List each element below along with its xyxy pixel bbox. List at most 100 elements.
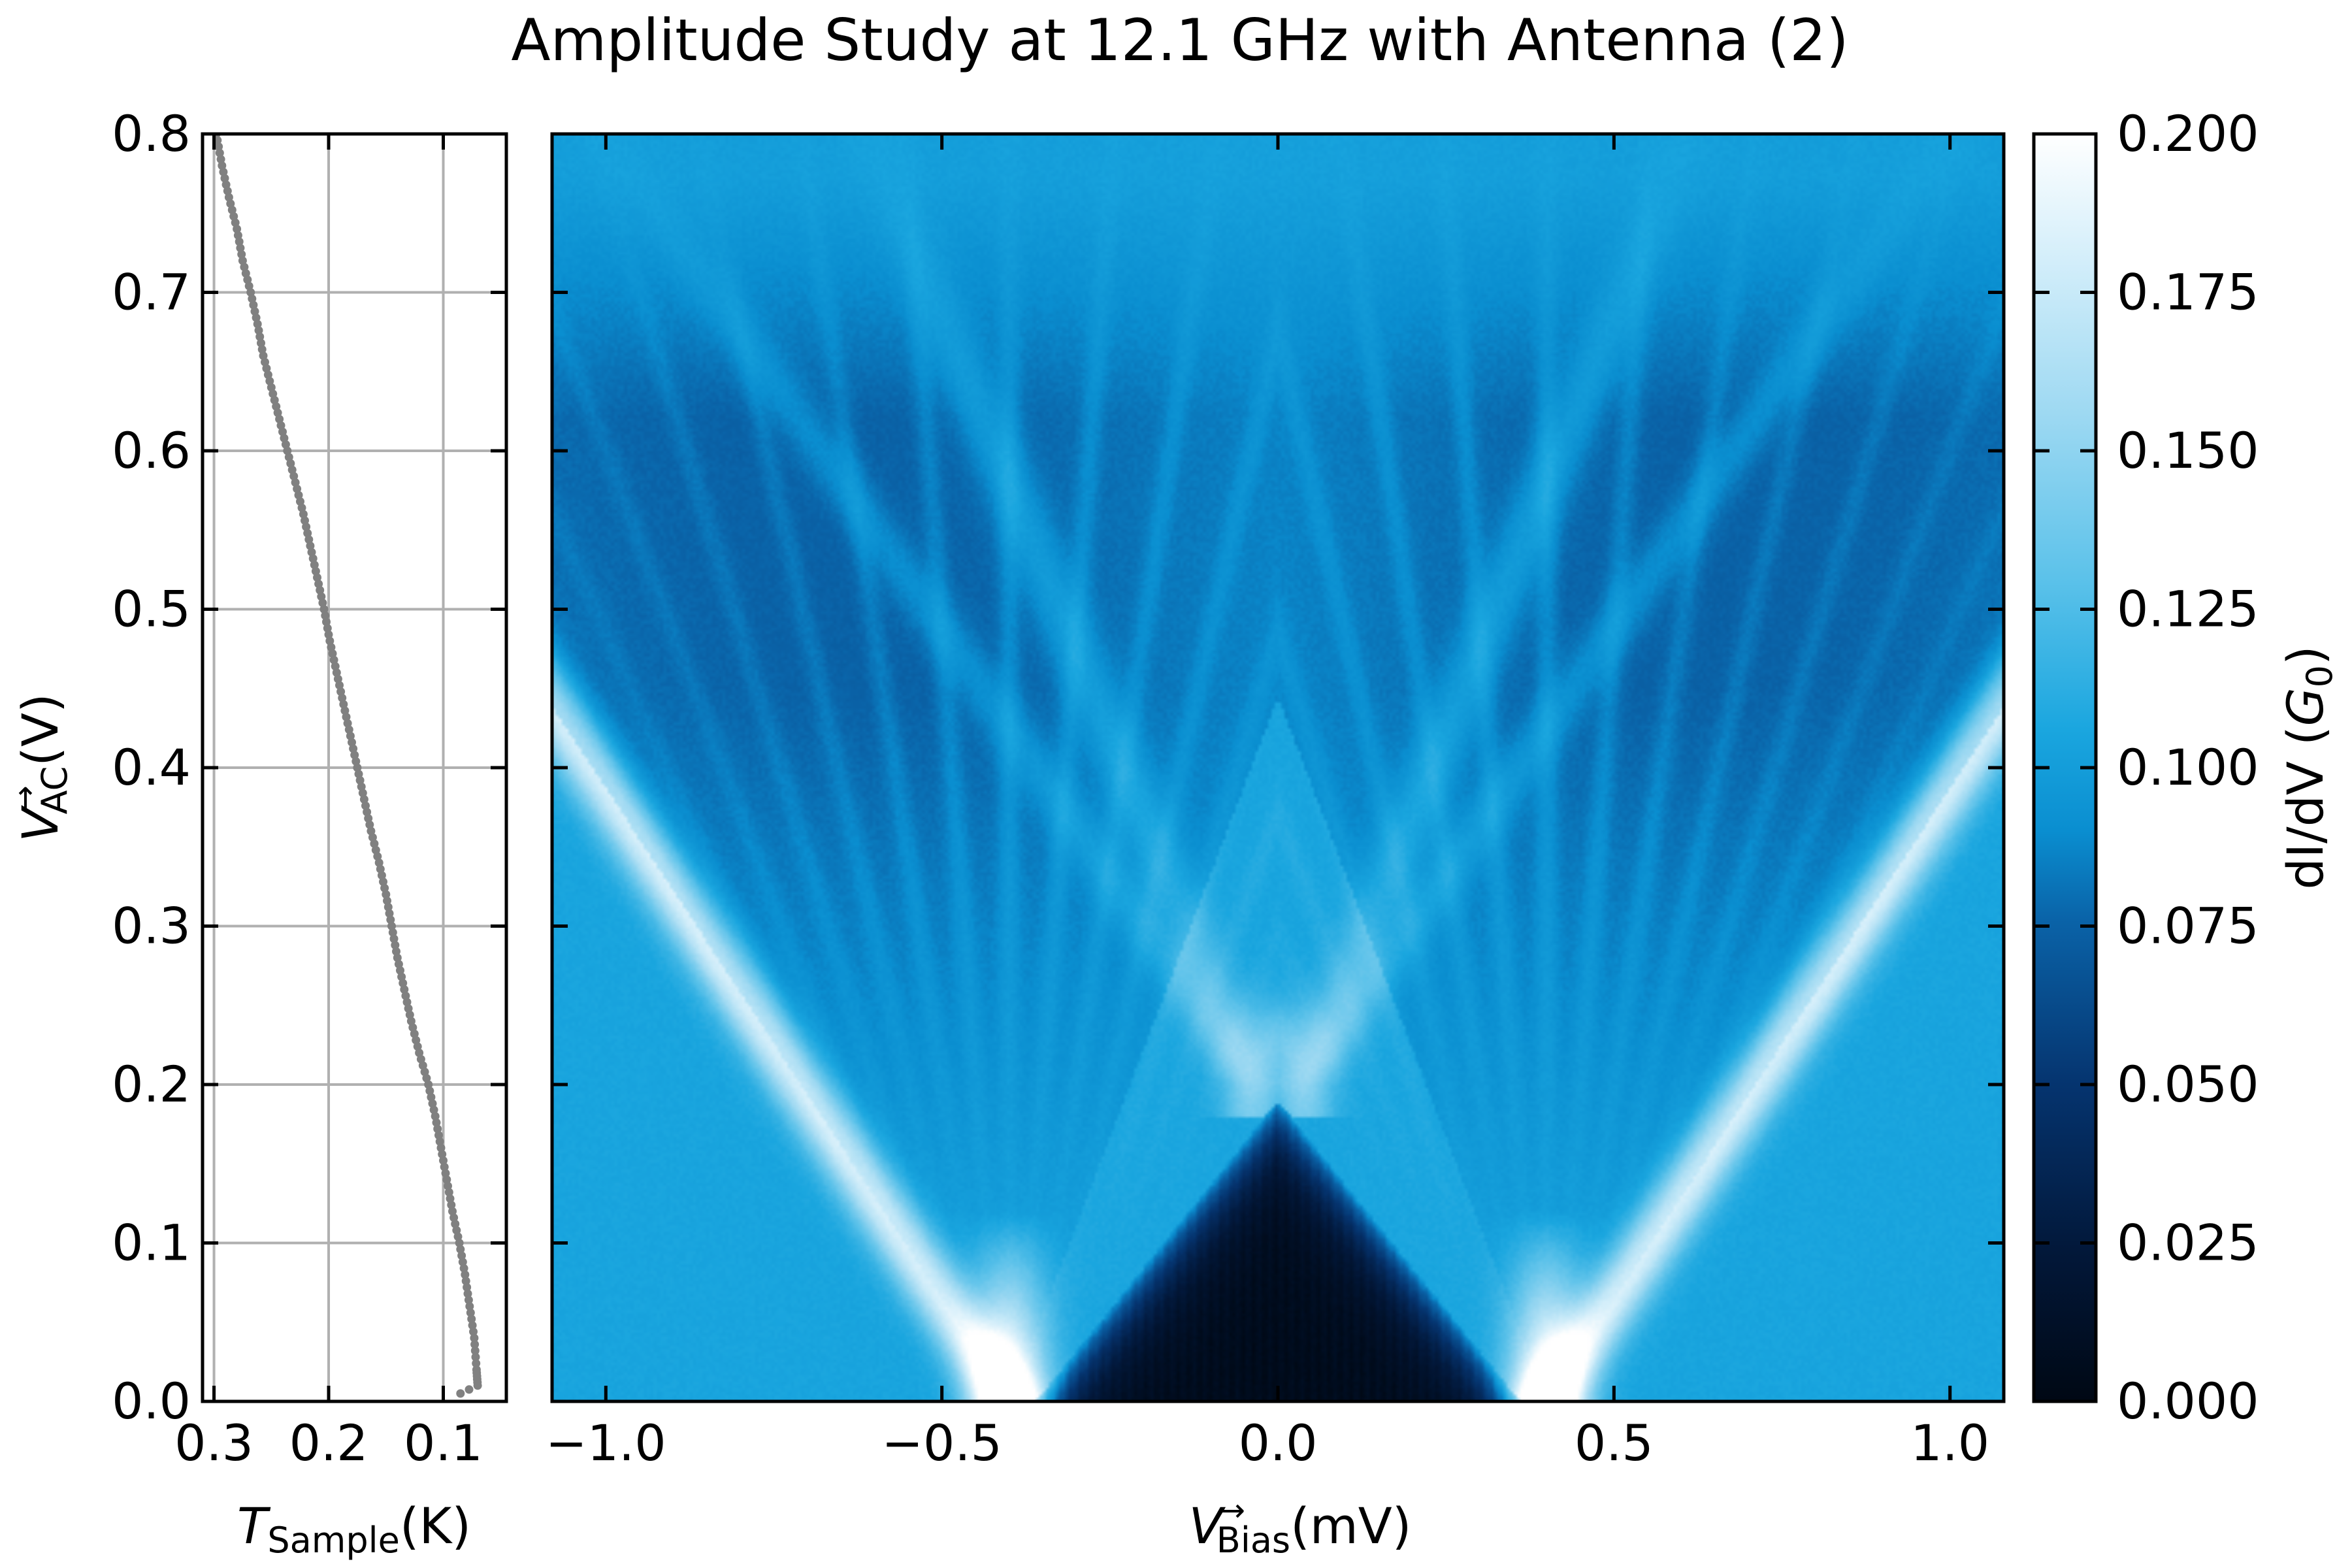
temperature-point xyxy=(473,1381,482,1390)
temperature-point xyxy=(343,719,352,728)
temperature-ytick-label: 0.5 xyxy=(112,580,191,638)
temperature-point xyxy=(278,427,287,436)
temperature-point xyxy=(231,218,240,227)
temperature-point xyxy=(336,687,346,696)
temperature-point xyxy=(370,839,379,848)
temperature-point xyxy=(466,1308,475,1317)
temperature-point xyxy=(359,795,368,804)
temperature-point xyxy=(223,186,232,195)
temperature-point xyxy=(314,580,323,589)
temperature-point xyxy=(383,896,391,906)
temperature-point xyxy=(311,566,320,576)
temperature-point xyxy=(221,180,231,189)
heatmap-x-label-arrow: → xyxy=(1219,1492,1245,1529)
temperature-point xyxy=(374,858,384,867)
temperature-point xyxy=(392,947,400,956)
temperature-point xyxy=(439,1156,448,1165)
temperature-point xyxy=(357,782,366,791)
temperature-ytick-label: 0.6 xyxy=(112,421,191,480)
temperature-point xyxy=(333,674,342,683)
temperature-xtick-label: 0.2 xyxy=(289,1414,368,1472)
temperature-point xyxy=(219,167,228,176)
temperature-point xyxy=(307,547,316,557)
temperature-point xyxy=(329,655,338,664)
temperature-ytick-label: 0.7 xyxy=(112,263,191,321)
temperature-point xyxy=(243,275,252,284)
temperature-y-label: V→AC(V) xyxy=(7,693,75,841)
temperature-point xyxy=(465,1385,474,1394)
temperature-point xyxy=(431,1112,440,1120)
temperature-point xyxy=(321,611,330,620)
temperature-point xyxy=(313,573,321,582)
temperature-point xyxy=(365,820,374,829)
temperature-point xyxy=(446,1194,455,1203)
temperature-point xyxy=(286,459,295,468)
temperature-point xyxy=(393,953,402,962)
temperature-point xyxy=(344,725,353,734)
temperature-point xyxy=(316,585,325,595)
temperature-point xyxy=(394,960,403,969)
temperature-point xyxy=(233,231,242,240)
temperature-point xyxy=(293,484,302,493)
temperature-point xyxy=(302,522,311,531)
temperature-point xyxy=(354,770,363,779)
temperature-point xyxy=(317,592,326,601)
temperature-ytick-label: 0.3 xyxy=(112,897,191,955)
temperature-point xyxy=(339,700,348,709)
temperature-point xyxy=(353,763,362,772)
temperature-panel: 0.0 0.1 0.2 0.3 0.4 0.5 0.6 0.7 0.8 0.3 0.2 0.1 TSa… xyxy=(7,105,508,1561)
temperature-point xyxy=(468,1321,477,1330)
colorbar-tick-label: 0.075 xyxy=(2117,897,2259,955)
temperature-point xyxy=(255,332,265,341)
temperature-point xyxy=(303,529,312,538)
temperature-point xyxy=(253,319,262,329)
temperature-x-label-var: T xyxy=(237,1497,271,1555)
temperature-point xyxy=(470,1333,479,1343)
temperature-point xyxy=(218,161,227,170)
temperature-point xyxy=(250,307,259,316)
temperature-ticks: 0.0 0.1 0.2 0.3 0.4 0.5 0.6 0.7 0.8 0.3 0.2 0.1 xyxy=(112,105,506,1472)
temperature-point xyxy=(461,1270,470,1279)
temperature-y-label-var: V xyxy=(11,805,69,842)
temperature-point xyxy=(236,244,245,253)
temperature-point xyxy=(384,902,393,911)
temperature-point xyxy=(472,1359,481,1368)
temperature-point xyxy=(465,1302,474,1311)
temperature-point xyxy=(452,1226,461,1235)
colorbar-tick-label: 0.150 xyxy=(2117,421,2259,480)
temperature-point xyxy=(304,535,314,544)
temperature-point xyxy=(233,225,242,233)
temperature-y-label-arrow: → xyxy=(7,785,43,811)
temperature-point xyxy=(410,1029,419,1038)
temperature-point xyxy=(438,1150,447,1159)
temperature-point xyxy=(322,617,331,627)
temperature-point xyxy=(424,1080,433,1089)
heatmap-x-label-var: V xyxy=(1189,1497,1226,1555)
colorbar-ticks: 0.000 0.025 0.050 0.075 0.100 0.125 0.150 0.175… xyxy=(2034,105,2259,1430)
temperature-point xyxy=(325,636,335,645)
temperature-point xyxy=(351,757,361,766)
temperature-point xyxy=(458,1258,467,1267)
temperature-point xyxy=(220,174,229,183)
temperature-point xyxy=(306,542,315,550)
temperature-point xyxy=(470,1340,480,1349)
temperature-point xyxy=(299,510,308,519)
temperature-point xyxy=(377,871,386,880)
temperature-point xyxy=(342,712,351,721)
temperature-point xyxy=(373,852,382,861)
temperature-point xyxy=(254,326,263,335)
colorbar-label-unit: G xyxy=(2276,687,2334,726)
temperature-point xyxy=(257,345,267,354)
temperature-point xyxy=(427,1092,436,1102)
temperature-point xyxy=(335,681,344,690)
temperature-point xyxy=(451,1219,460,1228)
temperature-point xyxy=(338,693,347,702)
temperature-point xyxy=(456,1245,465,1254)
temperature-series xyxy=(212,134,482,1398)
temperature-point xyxy=(346,732,355,740)
temperature-point xyxy=(470,1346,480,1355)
temperature-point xyxy=(444,1188,453,1197)
temperature-point xyxy=(457,1251,466,1260)
temperature-point xyxy=(331,662,340,671)
